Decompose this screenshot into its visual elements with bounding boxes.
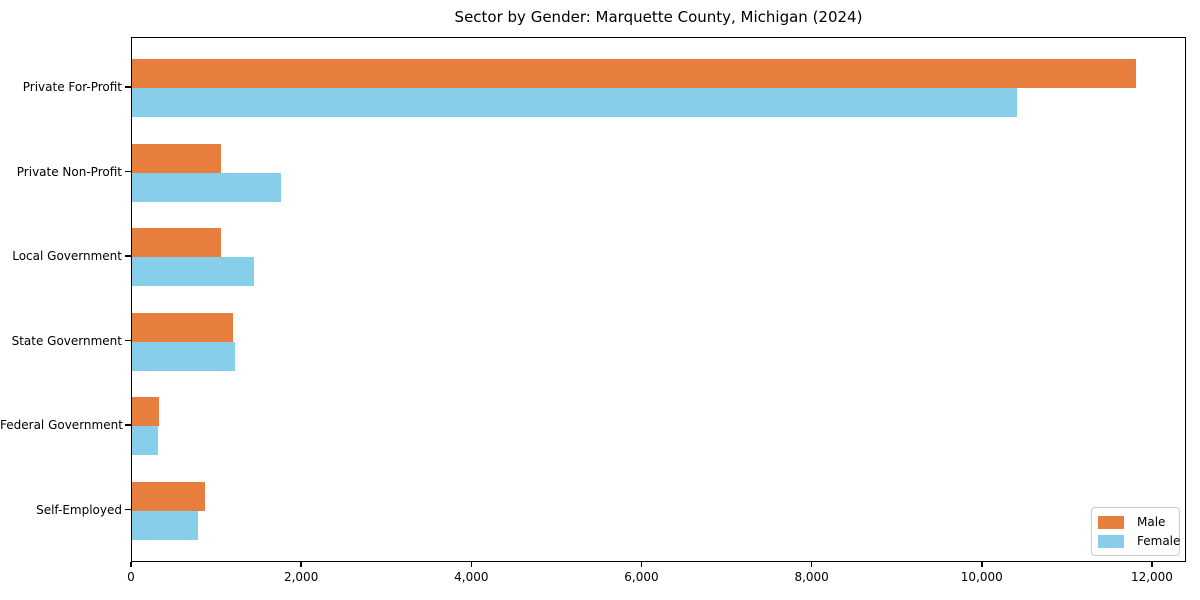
male-bar — [132, 228, 222, 257]
x-tick-label: 10,000 — [960, 570, 1003, 584]
y-tick-mark — [125, 339, 131, 342]
y-axis-category-label: Local Government — [12, 249, 122, 263]
y-tick-mark — [125, 424, 131, 426]
x-tick-mark — [130, 562, 132, 567]
male-bar — [132, 397, 160, 426]
x-tick-label: 8,000 — [794, 570, 829, 584]
y-tick-mark — [125, 255, 131, 257]
x-tick-label: 0 — [127, 570, 135, 584]
x-tick-mark — [981, 562, 983, 567]
plot-area — [131, 37, 1186, 562]
legend-item-male: Male — [1098, 514, 1171, 530]
y-tick-mark — [125, 86, 131, 88]
female-bar — [132, 172, 281, 202]
chart-title: Sector by Gender: Marquette County, Mich… — [454, 8, 863, 26]
legend: Male Female — [1091, 507, 1180, 556]
legend-label-male: Male — [1137, 515, 1166, 529]
male-bar — [132, 143, 222, 173]
male-bar — [132, 312, 234, 342]
y-tick-mark — [125, 170, 131, 173]
female-bar — [132, 426, 158, 455]
female-bar — [132, 257, 254, 286]
female-swatch — [1098, 534, 1124, 548]
y-axis-category-label: Private Non-Profit — [16, 164, 122, 179]
x-tick-mark — [470, 562, 473, 567]
x-tick-mark — [640, 562, 643, 567]
y-axis-category-label: State Government — [11, 333, 122, 348]
y-axis-category-label: Federal Government — [0, 418, 123, 432]
female-bar — [132, 341, 235, 371]
x-tick-label: 2,000 — [283, 570, 319, 584]
female-bar — [132, 510, 199, 540]
x-tick-label: 12,000 — [1130, 570, 1173, 584]
legend-label-female: Female — [1137, 534, 1181, 548]
y-axis-category-label: Private For-Profit — [22, 80, 122, 94]
y-tick-mark — [125, 508, 131, 511]
male-bar — [132, 481, 206, 511]
x-tick-mark — [1151, 562, 1153, 567]
x-tick-mark — [810, 562, 813, 567]
x-tick-label: 4,000 — [454, 570, 489, 584]
legend-item-female: Female — [1098, 533, 1180, 549]
y-axis-category-label: Self-Employed — [36, 502, 122, 517]
x-tick-mark — [300, 562, 302, 567]
male-swatch — [1098, 515, 1124, 529]
male-bar — [132, 59, 1136, 88]
x-tick-label: 6,000 — [624, 570, 659, 584]
female-bar — [132, 88, 1017, 117]
